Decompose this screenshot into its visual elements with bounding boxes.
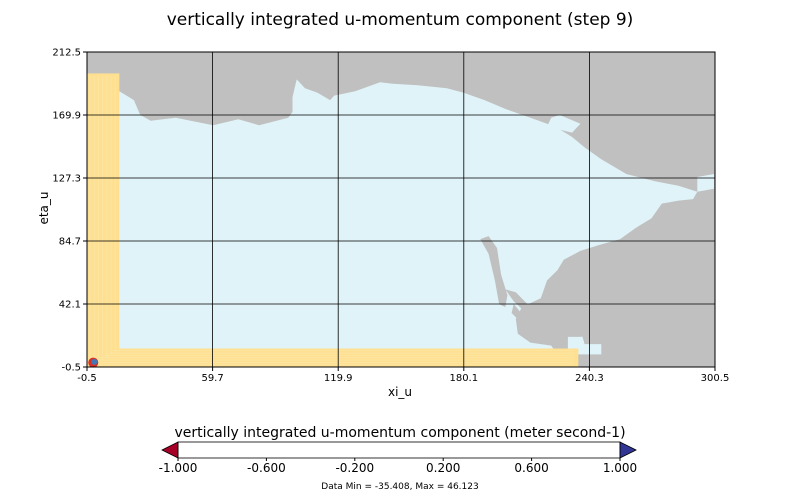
colorbar-label: vertically integrated u-momentum compone… (174, 425, 625, 441)
data-range-note: Data Min = -35.408, Max = 46.123 (0, 482, 800, 492)
y-tick-label: 169.9 (52, 111, 81, 122)
x-tick-label: 119.9 (324, 373, 353, 384)
y-tick-label: 84.7 (59, 237, 81, 248)
colorbar-over-arrow (619, 441, 637, 459)
chart-title: vertically integrated u-momentum compone… (166, 10, 634, 30)
colorbar: -1.000 -0.600 -0.200 0.200 0.600 1.000 (159, 441, 637, 475)
colorbar-tick-label: 1.000 (603, 461, 637, 475)
data-max-value: 46.123 (447, 482, 479, 492)
data-min-label: Data Min = (321, 482, 375, 492)
plot-frame (86, 51, 716, 368)
plot-area (87, 52, 715, 368)
colorbar-tick-label: -1.000 (159, 461, 198, 475)
ocean-region-1 (697, 174, 714, 192)
axes: -0.5 59.7 119.9 180.1 240.3 300.5 -0.5 42.1 84.7… (52, 48, 729, 385)
colorbar-tick-label: -0.200 (335, 461, 374, 475)
x-tick-label: 180.1 (449, 373, 478, 384)
colorbar-frame (177, 441, 621, 459)
ocean-region-3 (547, 114, 581, 133)
y-tick-label: 127.3 (52, 174, 81, 185)
ocean-region-0 (96, 73, 698, 368)
x-tick-label: 59.7 (201, 373, 223, 384)
inlet-land-0 (480, 236, 508, 308)
x-tick-label: 300.5 (701, 373, 730, 384)
colorbar-tick-label: -0.600 (247, 461, 286, 475)
corner-extreme-high (91, 358, 98, 365)
west-boundary-strip (87, 73, 120, 367)
data-max-label: , Max = (409, 482, 448, 492)
ocean-region-2 (515, 224, 598, 254)
data-min-value: -35.408 (374, 482, 410, 492)
x-axis-label: xi_u (388, 385, 412, 399)
y-tick-label: 42.1 (59, 300, 81, 311)
y-axis-label: eta_u (37, 191, 51, 224)
x-tick-label: -0.5 (77, 373, 97, 384)
colorbar-tick-label: 0.200 (426, 461, 460, 475)
x-tick-label: 240.3 (575, 373, 604, 384)
inlet-land-2 (511, 304, 581, 337)
colorbar-under-arrow (161, 441, 179, 459)
y-tick-label: -0.5 (61, 363, 81, 374)
y-tick-label: 212.5 (52, 48, 81, 59)
colorbar-tick-label: 0.600 (514, 461, 548, 475)
